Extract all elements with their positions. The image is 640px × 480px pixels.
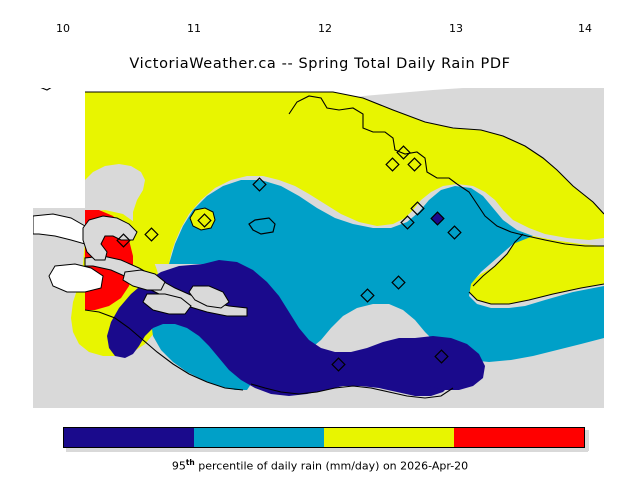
station-marker-filled[interactable] [430,211,445,226]
station-marker[interactable] [144,227,159,242]
station-marker[interactable] [407,157,422,172]
caption-superscript: th [185,458,195,467]
land-north-bump [433,88,604,93]
colorbar-shadow-bottom [66,448,588,452]
island-navy-north [122,269,166,291]
page-title: VictoriaWeather.ca -- Spring Total Daily… [129,56,511,72]
station-markers[interactable] [116,145,462,372]
coastline-southeast [468,283,604,305]
colorbar-segment-3 [454,428,584,447]
peninsula-west [82,215,138,261]
colorbar-segment-2 [324,428,454,447]
bay-southwest [48,263,104,293]
island-cyan-small [248,217,276,235]
coastline-southeast-inner [472,233,524,287]
contour-region-navy-east [411,336,485,390]
colorbar-tick-0: 10 [56,22,70,35]
bay-northwest [33,213,86,245]
colorbar [63,427,589,452]
contour-region-yellow [85,92,604,264]
caption-suffix: percentile of daily rain (mm/day) on 202… [194,459,469,473]
map-plot-area[interactable] [33,88,604,408]
coastline-south [250,383,454,399]
station-marker[interactable] [396,145,411,160]
coastline-northeast-headland [288,95,458,185]
island-decor-a [40,88,52,91]
colorbar-caption: 95th percentile of daily rain (mm/day) o… [0,458,640,473]
station-marker[interactable] [410,201,425,216]
station-marker[interactable] [447,225,462,240]
colorbar-tick-1: 11 [187,22,201,35]
station-marker[interactable] [391,275,406,290]
caption-prefix: 95 [171,459,186,473]
station-marker[interactable] [360,288,375,303]
station-marker[interactable] [385,157,400,172]
colorbar-segment-0 [64,428,194,447]
contour-region-yellow-east [469,234,604,304]
coastline-southwest [84,309,244,391]
island-navy-mid [142,293,192,315]
colorbar-tick-2: 12 [318,22,332,35]
station-marker[interactable] [116,233,131,248]
colorbar-shadow-right [585,430,589,451]
coastline-east [456,183,604,247]
station-marker[interactable] [197,213,212,228]
island-yellow-patch [189,207,216,231]
island-navy-east [188,285,230,309]
colorbar-tick-3: 13 [449,22,463,35]
station-marker[interactable] [252,177,267,192]
station-marker[interactable] [400,215,415,230]
coastline-north [85,91,604,215]
station-marker[interactable] [434,349,449,364]
colorbar-tick-4: 14 [578,22,592,35]
station-marker[interactable] [331,357,346,372]
colorbar-segments [63,427,585,448]
colorbar-segment-1 [194,428,324,447]
map-svg[interactable] [33,88,604,408]
